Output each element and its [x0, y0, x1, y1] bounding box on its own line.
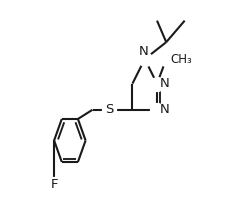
- Text: N: N: [138, 45, 148, 58]
- Text: S: S: [105, 103, 114, 116]
- Text: CH₃: CH₃: [170, 52, 192, 66]
- Text: N: N: [159, 77, 169, 90]
- Text: F: F: [50, 178, 58, 191]
- Text: N: N: [159, 103, 169, 116]
